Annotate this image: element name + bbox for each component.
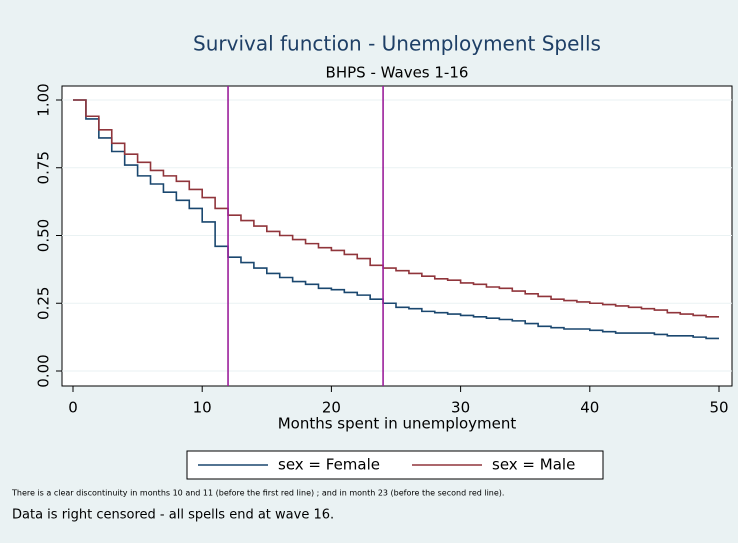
y-tick-label: 0.25	[35, 287, 53, 320]
survival-line	[73, 99, 719, 318]
x-axis-title: Months spent in unemployment	[278, 415, 517, 433]
x-tick-label: 40	[580, 399, 599, 417]
x-tick-label: 10	[193, 399, 212, 417]
y-tick-label: 0.00	[35, 354, 53, 387]
legend-label: sex = Female	[278, 456, 380, 474]
note: Data is right censored - all spells end …	[12, 508, 334, 523]
y-tick-label: 0.75	[35, 151, 53, 184]
x-tick-label: 20	[322, 399, 341, 417]
note: There is a clear discontinuity in months…	[11, 489, 504, 498]
x-tick-label: 0	[68, 399, 78, 417]
x-tick-label: 50	[709, 399, 728, 417]
chart-title: Survival function - Unemployment Spells	[193, 32, 601, 56]
y-tick-label: 1.00	[35, 83, 53, 116]
x-tick-label: 30	[451, 399, 470, 417]
legend-label: sex = Male	[492, 456, 575, 474]
chart-subtitle: BHPS - Waves 1-16	[326, 64, 469, 82]
y-tick-label: 0.50	[35, 219, 53, 252]
